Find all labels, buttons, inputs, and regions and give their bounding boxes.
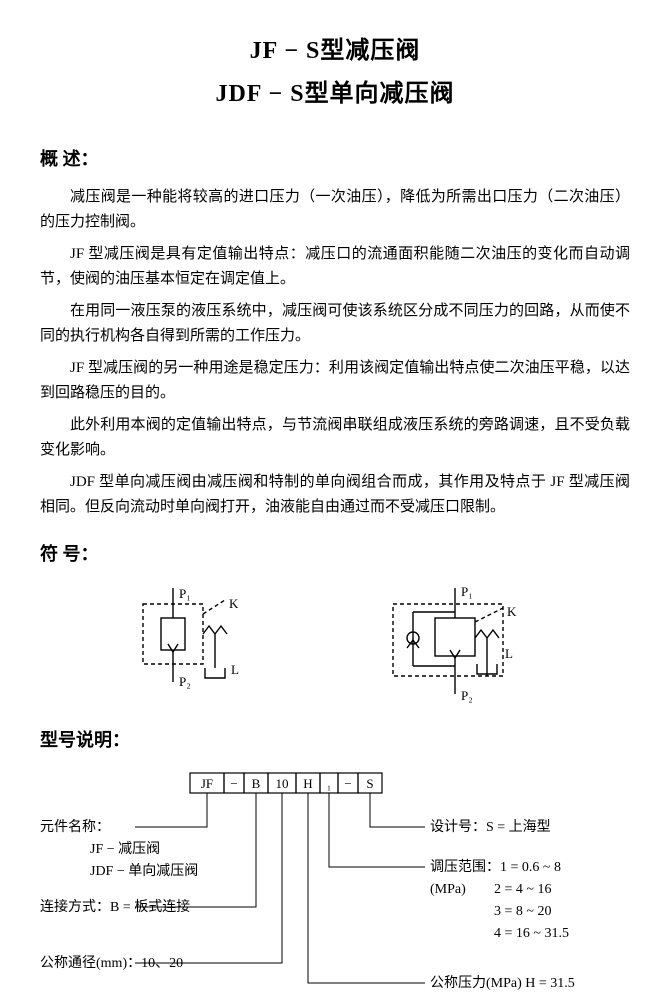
lbl-r3: 3 = 8 ~ 20	[494, 904, 551, 919]
model-heading: 型号说明：	[40, 725, 630, 756]
label-p1: P₁	[179, 586, 191, 601]
label-p1: P₁	[461, 584, 473, 599]
symbol-heading: 符 号：	[40, 539, 630, 570]
overview-heading: 概 述：	[40, 144, 630, 175]
label-k: K	[229, 596, 239, 611]
lbl-r2: 2 = 4 ~ 16	[494, 882, 551, 897]
overview-p6: JDF 型单向减压阀由减压阀和特制的单向阀组合而成，其作用及特点于 JF 型减压…	[40, 470, 630, 521]
model-diagram: JF − B 10 H ₁ − S 元件名称： JF − 减压阀 JDF − 单…	[40, 765, 630, 1005]
overview-p1: 减压阀是一种能将较高的进口压力（一次油压），降低为所需出口压力（二次油压）的压力…	[40, 185, 630, 236]
lbl-design: 设计号：S = 上海型	[430, 819, 551, 835]
lbl-jf: JF − 减压阀	[90, 841, 160, 857]
lbl-pn: 公称压力(MPa) H = 31.5	[430, 975, 575, 991]
overview-p3: 在用同一液压泵的液压系统中，减压阀可使该系统区分成不同压力的回路，从而使不同的执…	[40, 299, 630, 350]
cell-2: B	[252, 776, 261, 791]
title-line-2: JDF − S型单向减压阀	[40, 73, 630, 116]
cell-1: −	[230, 776, 237, 791]
lbl-name: 元件名称：	[40, 819, 110, 835]
cell-6: −	[344, 776, 351, 791]
overview-p5: 此外利用本阀的定值输出特点，与节流阀串联组成液压系统的旁路调速，且不受负载变化影…	[40, 413, 630, 464]
label-p2: P₂	[179, 674, 191, 689]
symbol-jdf: P₁ P₂ K L	[375, 582, 545, 707]
cell-4: H	[303, 776, 312, 791]
lbl-conn: 连接方式：B = 板式连接	[40, 898, 190, 915]
title-block: JF − S型减压阀 JDF − S型单向减压阀	[40, 30, 630, 116]
cell-7: S	[366, 776, 373, 791]
label-k: K	[507, 604, 517, 619]
lbl-unit: (MPa)	[430, 882, 466, 897]
cell-5: ₁	[327, 776, 332, 791]
lbl-dn: 公称通径(mm)：10、20	[40, 955, 183, 971]
label-l: L	[505, 646, 513, 661]
overview-p4: JF 型减压阀的另一种用途是稳定压力：利用该阀定值输出特点使二次油压平稳，以达到…	[40, 356, 630, 407]
label-p2: P₂	[461, 688, 473, 703]
lbl-r4: 4 = 16 ~ 31.5	[494, 926, 569, 941]
lbl-range: 调压范围：1 = 0.6 ~ 8	[430, 858, 561, 875]
cell-3: 10	[276, 776, 289, 791]
overview-p2: JF 型减压阀是具有定值输出特点：减压口的流通面积能随二次油压的变化而自动调节，…	[40, 242, 630, 293]
cell-0: JF	[201, 776, 213, 791]
label-l: L	[231, 662, 239, 677]
lbl-jdf: JDF − 单向减压阀	[90, 863, 198, 879]
symbol-jf: P₁ P₂ K L	[125, 582, 275, 707]
title-line-1: JF − S型减压阀	[40, 30, 630, 73]
symbols-row: P₁ P₂ K L	[40, 582, 630, 707]
